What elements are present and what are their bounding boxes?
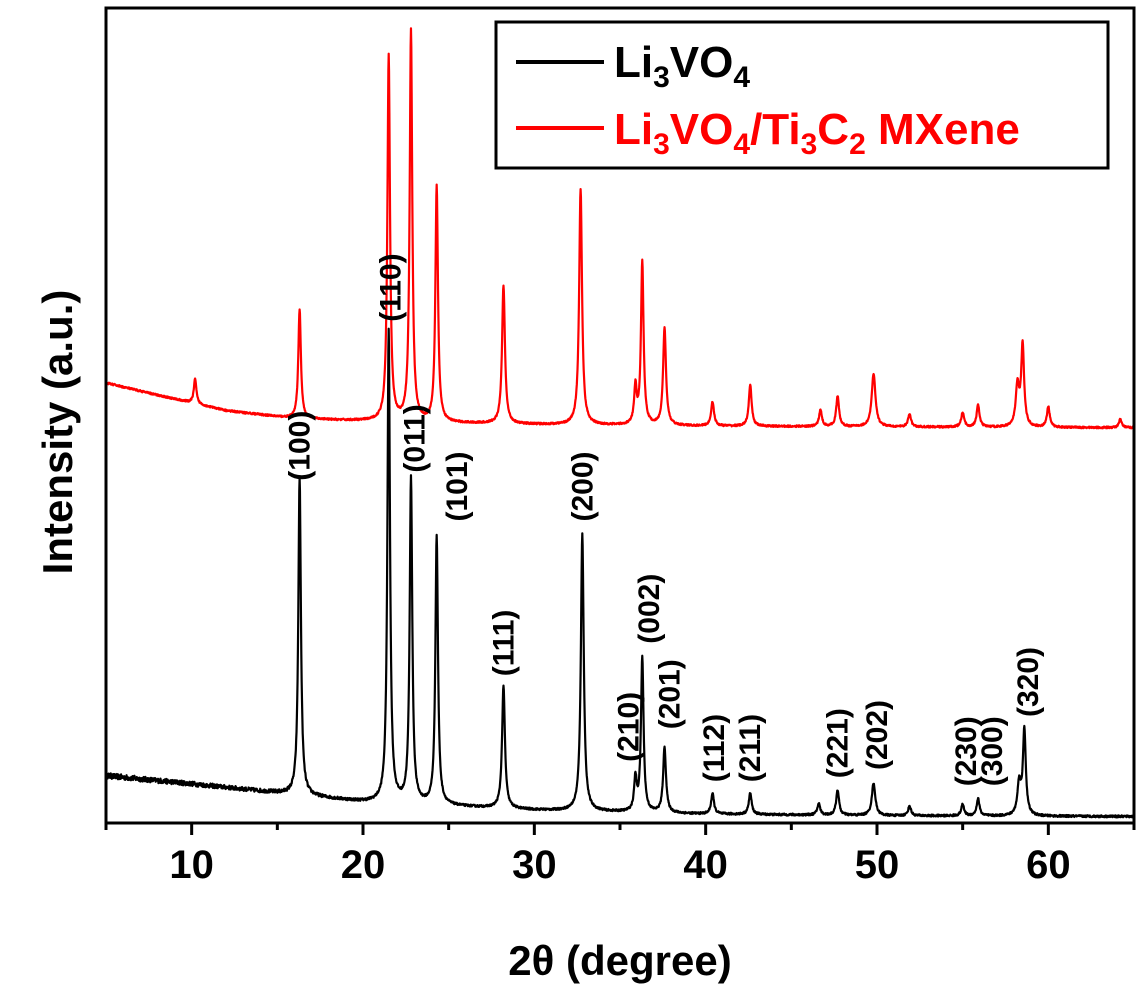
y-axis-title: Intensity (a.u.) (34, 290, 81, 575)
x-tick-label: 40 (683, 843, 728, 887)
peak-label: (011) (398, 404, 431, 472)
x-tick-label: 60 (1026, 843, 1071, 887)
legend-box (494, 20, 1110, 170)
x-tick-label: 30 (512, 843, 557, 887)
legend-label-composite: Li3VO4/Ti3C2 MXene (614, 105, 1020, 161)
series-line-li3vo4-ti3c2-mxene (106, 27, 1134, 430)
x-tick-label: 50 (855, 843, 900, 887)
series-layer (106, 27, 1134, 819)
legend-label-li3vo4: Li3VO4 (614, 38, 750, 94)
x-axis-ticks: 10 20 30 40 50 60 (104, 823, 1136, 887)
x-tick-label: 20 (341, 843, 386, 887)
series-line-li3vo4 (106, 327, 1134, 819)
peak-label: (101) (441, 451, 474, 521)
x-tick-label: 10 (169, 843, 214, 887)
peak-label: (002) (633, 574, 666, 644)
peak-label: (110) (374, 253, 407, 321)
peak-label: (100) (284, 411, 317, 481)
peak-label: (300) (976, 716, 1009, 786)
x-axis-title: 2θ (degree) (508, 937, 731, 984)
peak-label: (202) (861, 700, 894, 770)
peak-label: (221) (822, 708, 855, 778)
peak-label: (320) (1012, 647, 1045, 717)
peak-label: (112) (698, 714, 731, 782)
peak-label: (210) (613, 692, 646, 762)
peak-label: (230) (950, 716, 983, 786)
legend: Li3VO4 Li3VO4/Ti3C2 MXene (494, 20, 1110, 170)
peak-label: (111) (488, 610, 521, 677)
peak-annotations: (100) (110) (011) (101) (111) (200) (210) (002)… (284, 253, 1045, 786)
peak-label: (200) (566, 451, 599, 521)
peak-label: (211) (734, 714, 767, 782)
peak-label: (201) (654, 659, 687, 729)
